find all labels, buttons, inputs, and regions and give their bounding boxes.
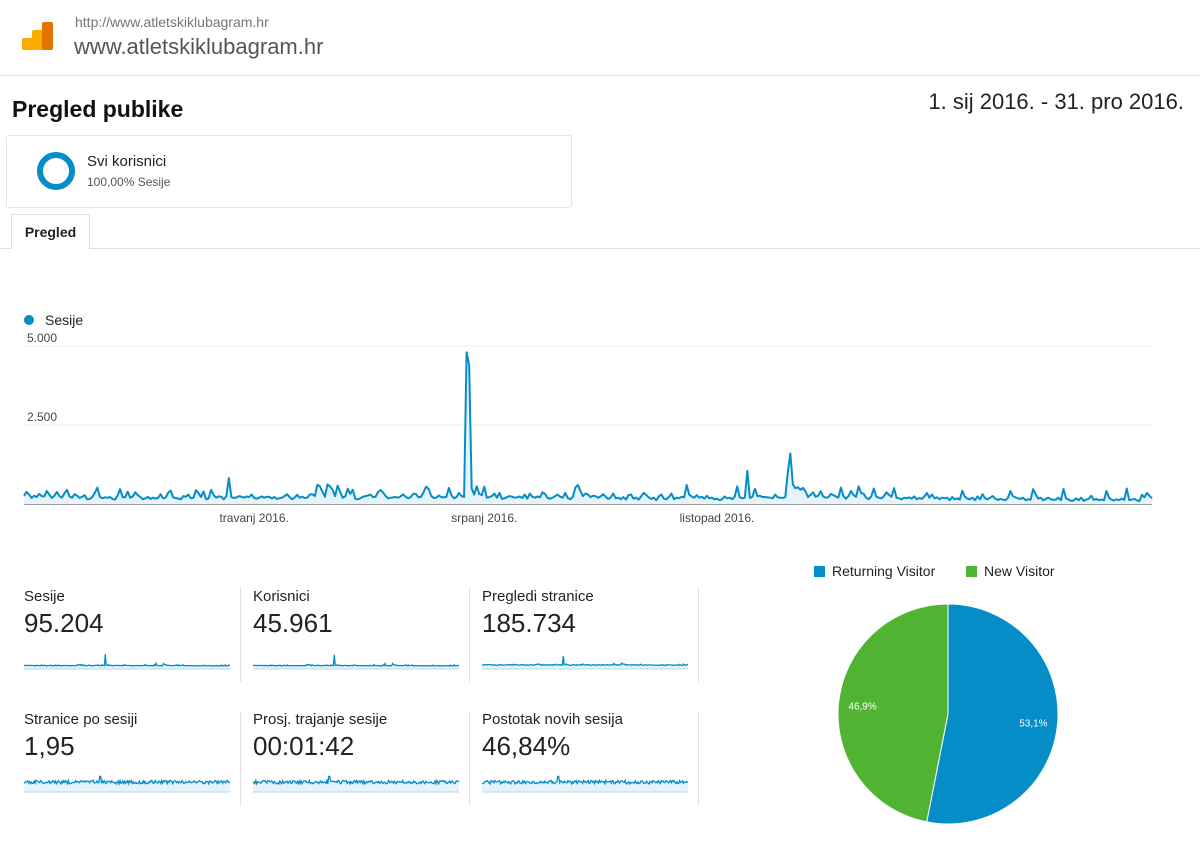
sparkline-path — [253, 654, 459, 667]
pie-legend-label: New Visitor — [984, 563, 1055, 579]
metric-divider — [469, 588, 470, 682]
metric-stranice-po-sesiji: Stranice po sesiji 1,95 — [24, 711, 252, 821]
sparkline-path — [24, 775, 230, 787]
y-tick-label: 5.000 — [27, 331, 57, 345]
sparkline-area — [253, 776, 459, 792]
legend-square-icon — [966, 566, 977, 577]
sparkline-area — [482, 776, 688, 792]
metric-sparkline — [482, 775, 688, 793]
metric-value: 185.734 — [482, 608, 576, 638]
y-tick-label: 2.500 — [27, 410, 57, 424]
visitor-type-pie-chart: 53,1% 46,9% — [837, 603, 1059, 825]
sparkline-area — [24, 776, 230, 792]
sessions-line-chart: 2.500 5.000 travanj 2016. srpanj 2016. listo… — [23, 331, 1153, 525]
sparkline-path — [482, 775, 688, 786]
metric-label: Sesije — [24, 588, 65, 605]
site-name: www.atletskiklubagram.hr — [74, 34, 324, 59]
metric-value: 46,84% — [482, 731, 571, 761]
x-tick-label: srpanj 2016. — [451, 511, 517, 525]
page-title: Pregled publike — [12, 96, 184, 122]
tab-pregled[interactable]: Pregled — [11, 214, 90, 249]
metric-value: 1,95 — [24, 731, 75, 761]
metric-korisnici: Korisnici 45.961 — [253, 588, 481, 698]
pie-legend-label: Returning Visitor — [832, 563, 936, 579]
metric-label: Stranice po sesiji — [24, 711, 138, 728]
segment-share: 100,00% Sesije — [87, 175, 171, 189]
x-tick-label: travanj 2016. — [219, 511, 288, 525]
metric-sparkline — [482, 655, 688, 670]
metric-sparkline — [253, 775, 459, 793]
metric-divider — [698, 712, 699, 806]
metric-divider — [240, 588, 241, 682]
legend-square-icon — [814, 566, 825, 577]
metric-divider — [698, 588, 699, 682]
x-tick-label: listopad 2016. — [680, 511, 755, 525]
pie-slice-returning[interactable] — [926, 603, 1059, 825]
segment-ring-icon — [37, 152, 75, 190]
metric-value: 95.204 — [24, 608, 104, 638]
segment-card[interactable]: Svi korisnici 100,00% Sesije — [6, 135, 572, 208]
metric-prosj-trajanje: Prosj. trajanje sesije 00:01:42 — [253, 711, 481, 821]
metric-pregledi-stranice: Pregledi stranice 185.734 — [482, 588, 710, 698]
pie-slice-new[interactable] — [837, 603, 949, 823]
legend-dot-icon — [24, 315, 34, 325]
pie-slice-label: 53,1% — [1019, 718, 1047, 729]
date-range[interactable]: 1. sij 2016. - 31. pro 2016. — [928, 89, 1184, 114]
metric-sparkline — [253, 654, 459, 670]
tab-divider — [0, 248, 1200, 249]
segment-name: Svi korisnici — [87, 153, 167, 170]
report-header: http://www.atletskiklubagram.hr www.atle… — [0, 0, 1200, 76]
metric-sparkline — [24, 654, 230, 670]
metric-sesije: Sesije 95.204 — [24, 588, 252, 698]
sparkline-path — [24, 654, 230, 667]
metric-value: 00:01:42 — [253, 731, 355, 761]
metric-label: Pregledi stranice — [482, 588, 594, 605]
sparkline-area — [253, 654, 459, 669]
analytics-logo-icon — [22, 22, 54, 54]
sparkline-path — [482, 655, 688, 667]
metric-postotak-novih: Postotak novih sesija 46,84% — [482, 711, 710, 821]
legend-label: Sesije — [45, 312, 84, 328]
site-url: http://www.atletskiklubagram.hr — [75, 14, 269, 30]
pie-legend-new[interactable]: New Visitor — [966, 563, 1055, 579]
sessions-area — [24, 352, 1152, 504]
metric-label: Postotak novih sesija — [482, 711, 623, 728]
metric-divider — [240, 712, 241, 806]
sparkline-area — [482, 656, 688, 669]
metric-value: 45.961 — [253, 608, 333, 638]
chart-legend[interactable]: Sesije — [24, 312, 83, 328]
pie-legend-returning[interactable]: Returning Visitor — [814, 563, 935, 579]
metric-label: Prosj. trajanje sesije — [253, 711, 388, 728]
sparkline-area — [24, 654, 230, 669]
metric-divider — [469, 712, 470, 806]
sessions-line — [23, 351, 1153, 503]
metric-label: Korisnici — [253, 588, 310, 605]
metric-sparkline — [24, 775, 230, 793]
sparkline-path — [253, 775, 459, 786]
pie-slice-label: 46,9% — [848, 702, 876, 713]
